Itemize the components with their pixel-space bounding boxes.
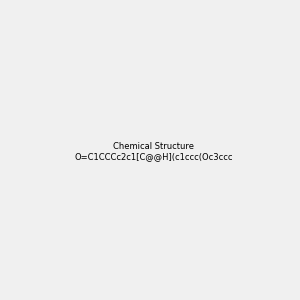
Text: Chemical Structure
O=C1CCCc2c1[C@@H](c1ccc(Oc3ccc: Chemical Structure O=C1CCCc2c1[C@@H](c1c…	[74, 142, 233, 161]
